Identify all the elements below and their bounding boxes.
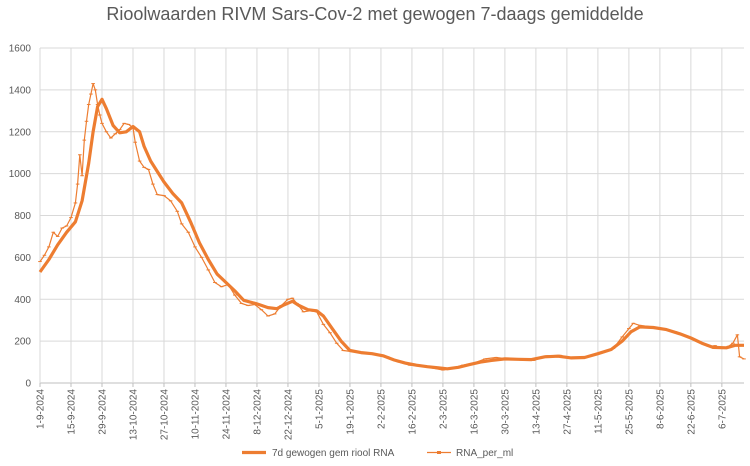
y-tick-label: 200 [14,337,31,348]
series-7d-average [38,97,744,371]
x-tick-label: 6-7-2025 [717,389,728,429]
y-tick-label: 1200 [9,127,32,138]
x-tick-label: 1-9-2024 [36,389,47,429]
x-tick-label: 24-11-2024 [221,389,232,440]
x-axis-ticks: 1-9-2024 15-9-2024 29-9-2024 13-10-2024 27-1… [36,389,729,441]
series-layer [38,82,746,371]
legend-label-rna-per-ml: RNA_per_ml [456,448,513,459]
y-tick-label: 1000 [9,169,32,180]
x-tick-label: 27-4-2025 [562,389,573,435]
grid-layer [39,47,744,387]
x-tick-label: 27-10-2024 [159,389,170,441]
x-tick-label: 15-9-2024 [66,389,77,435]
legend-label-7d-average: 7d gewogen gem riool RNA [272,448,395,459]
legend: 7d gewogen gem riool RNA RNA_per_ml [242,448,513,459]
x-tick-label: 8-6-2025 [655,389,666,429]
y-tick-label: 1600 [9,44,32,55]
y-axis-ticks: 0 200 400 600 800 1000 1200 1400 1600 [9,44,32,390]
x-tick-label: 22-12-2024 [283,389,294,441]
x-tick-label: 10-11-2024 [190,389,201,440]
x-tick-label: 25-5-2025 [624,389,635,435]
x-tick-label: 2-3-2025 [438,389,449,429]
x-tick-label: 16-2-2025 [407,389,418,435]
x-tick-label: 13-10-2024 [128,389,139,441]
series-line [38,97,744,371]
y-tick-label: 400 [14,295,31,306]
x-tick-label: 19-1-2025 [345,389,356,435]
x-tick-label: 29-9-2024 [97,389,108,435]
y-tick-label: 800 [14,211,31,222]
chart-title: Rioolwaarden RIVM Sars-Cov-2 met gewogen… [106,4,643,24]
series-rna-per-ml [38,82,746,371]
x-tick-label: 30-3-2025 [500,389,511,435]
x-tick-label: 5-1-2025 [314,389,325,429]
x-tick-label: 22-6-2025 [686,389,697,435]
y-tick-label: 0 [25,379,31,390]
x-tick-label: 8-12-2024 [252,389,263,435]
x-tick-label: 16-3-2025 [469,389,480,435]
x-tick-label: 13-4-2025 [531,389,542,435]
x-tick-label: 2-2-2025 [376,389,387,429]
y-tick-label: 600 [14,253,31,264]
x-tick-label: 11-5-2025 [593,389,604,434]
y-tick-label: 1400 [9,85,32,96]
